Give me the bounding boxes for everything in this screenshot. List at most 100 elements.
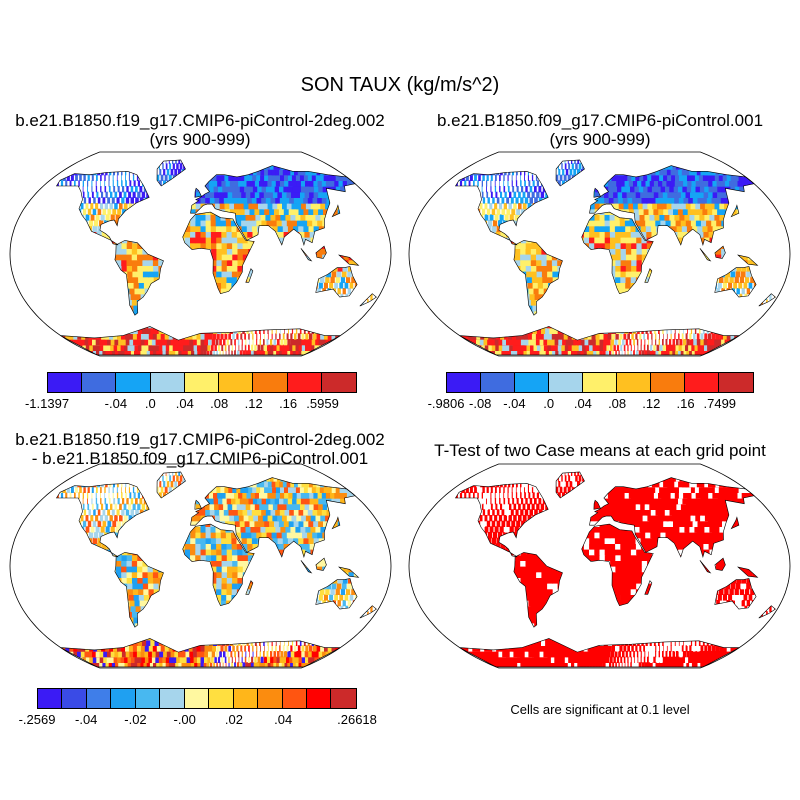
colorbar-tick-label: -.2569 xyxy=(18,712,56,727)
land-field xyxy=(455,159,776,355)
coastline-japan xyxy=(331,204,341,218)
colorbar-swatch xyxy=(253,373,288,392)
colorbar-swatch xyxy=(184,689,210,708)
coastline-greenland xyxy=(555,471,585,499)
colorbar-tick-label: .08 xyxy=(608,396,627,411)
colorbar-tick-label: -.9806 xyxy=(427,396,465,411)
coastline-samerica xyxy=(114,552,164,628)
colorbar-swatch xyxy=(616,373,651,392)
panel3-colorbar xyxy=(37,688,357,709)
coastline-uk xyxy=(194,499,202,510)
colorbar-tick-label: -.04 xyxy=(75,712,98,727)
coastline-sumatra xyxy=(300,248,313,262)
colorbar-tick-label: .26618 xyxy=(337,712,377,727)
colorbar-swatch xyxy=(86,689,112,708)
colorbar-tick-label: .12 xyxy=(642,396,661,411)
map-border xyxy=(9,463,392,669)
coastline-newguinea xyxy=(737,566,759,578)
panel1-map xyxy=(9,151,392,357)
panel1-title-line2: (yrs 900-999) xyxy=(149,130,251,149)
coastline-namerica xyxy=(454,482,549,558)
map-border xyxy=(408,463,791,669)
colorbar-swatch xyxy=(38,689,63,708)
colorbar-swatch xyxy=(480,373,515,392)
colorbar-swatch xyxy=(111,689,136,708)
colorbar-tick-label: .7499 xyxy=(703,396,737,411)
panel2-title: b.e21.B1850.f09_g17.CMIP6-piControl.001 … xyxy=(400,111,800,149)
coastline-japan xyxy=(730,516,740,530)
coastline-newguinea xyxy=(338,254,360,266)
significance-note: Cells are significant at 0.1 level xyxy=(510,702,690,717)
coastline-eurasia xyxy=(190,477,356,558)
land-field xyxy=(56,471,377,667)
coastline-madagascar xyxy=(245,580,254,595)
coastline-namerica xyxy=(454,170,549,246)
colorbar-swatch xyxy=(514,373,549,392)
colorbar-swatch xyxy=(331,689,356,708)
coastline-australia xyxy=(315,578,358,610)
coastline-antarctica xyxy=(60,638,341,668)
panel4-title: T-Test of two Case means at each grid po… xyxy=(400,441,800,460)
colorbar-tick-label: .12 xyxy=(244,396,263,411)
colorbar-swatch xyxy=(548,373,583,392)
panel4-map xyxy=(408,463,791,669)
coastline-eurasia xyxy=(589,477,755,558)
colorbar-swatch xyxy=(282,689,307,708)
colorbar-tick-label: -1.1397 xyxy=(24,396,70,411)
panel4-title-line1: T-Test of two Case means at each grid po… xyxy=(434,441,766,460)
coastline-antarctica xyxy=(459,326,740,356)
coastline-samerica xyxy=(114,240,164,316)
coastline-sumatra xyxy=(300,560,313,574)
coastline-eurasia xyxy=(190,165,356,246)
colorbar-tick-label: -.04 xyxy=(104,396,128,411)
colorbar-swatch xyxy=(160,689,185,708)
coastline-nz xyxy=(758,605,776,619)
panel3-map xyxy=(9,463,392,669)
colorbar-tick-label: -.08 xyxy=(469,396,492,411)
coastline-uk xyxy=(593,499,601,510)
colorbar-swatch xyxy=(650,373,685,392)
colorbar-tick-label: .08 xyxy=(210,396,229,411)
colorbar-swatch xyxy=(306,689,332,708)
coastline-borneo xyxy=(315,245,327,259)
panel2-map xyxy=(408,151,791,357)
coastline-nz xyxy=(359,293,377,307)
coastline-africa xyxy=(182,211,255,295)
colorbar-tick-label: -.04 xyxy=(503,396,526,411)
coastline-antarctica xyxy=(60,326,341,356)
coastline-namerica xyxy=(55,170,150,246)
colorbar-swatch xyxy=(258,689,283,708)
coastline-africa xyxy=(581,523,654,607)
coastline-samerica xyxy=(513,552,563,628)
colorbar-swatch xyxy=(82,373,117,392)
panel2-title-line2: (yrs 900-999) xyxy=(549,130,651,149)
panel1-colorbar xyxy=(47,372,357,393)
coastline-samerica xyxy=(513,240,563,316)
panel3-title-line2: - b.e21.B1850.f09_g17.CMIP6-piControl.00… xyxy=(31,449,369,468)
colorbar-tick-label: .16 xyxy=(676,396,695,411)
coastline-nz xyxy=(359,605,377,619)
coastline-greenland xyxy=(555,159,585,187)
land-field xyxy=(56,159,377,355)
coastline-namerica xyxy=(55,482,150,558)
colorbar-tick-label: .0 xyxy=(543,396,555,411)
colorbar-tick-label: -.02 xyxy=(124,712,147,727)
coastline-borneo xyxy=(315,557,327,571)
colorbar-swatch xyxy=(684,373,719,392)
colorbar-swatch xyxy=(62,689,87,708)
coastline-japan xyxy=(730,204,740,218)
panel3-title-line1: b.e21.B1850.f19_g17.CMIP6-piControl-2deg… xyxy=(15,430,385,449)
colorbar-swatch xyxy=(48,373,83,392)
coastline-uk xyxy=(593,187,601,198)
panel2-colorbar xyxy=(446,372,754,393)
colorbar-swatch xyxy=(209,689,234,708)
coastline-sumatra xyxy=(699,560,712,574)
panel1-title-line1: b.e21.B1850.f19_g17.CMIP6-piControl-2deg… xyxy=(15,111,385,130)
coastline-uk xyxy=(194,187,202,198)
land-field xyxy=(455,471,776,667)
colorbar-swatch xyxy=(116,373,151,392)
colorbar-tick-label: .04 xyxy=(573,396,592,411)
coastline-borneo xyxy=(714,245,726,259)
colorbar-tick-label: .04 xyxy=(175,396,194,411)
colorbar-tick-label: .04 xyxy=(274,712,293,727)
